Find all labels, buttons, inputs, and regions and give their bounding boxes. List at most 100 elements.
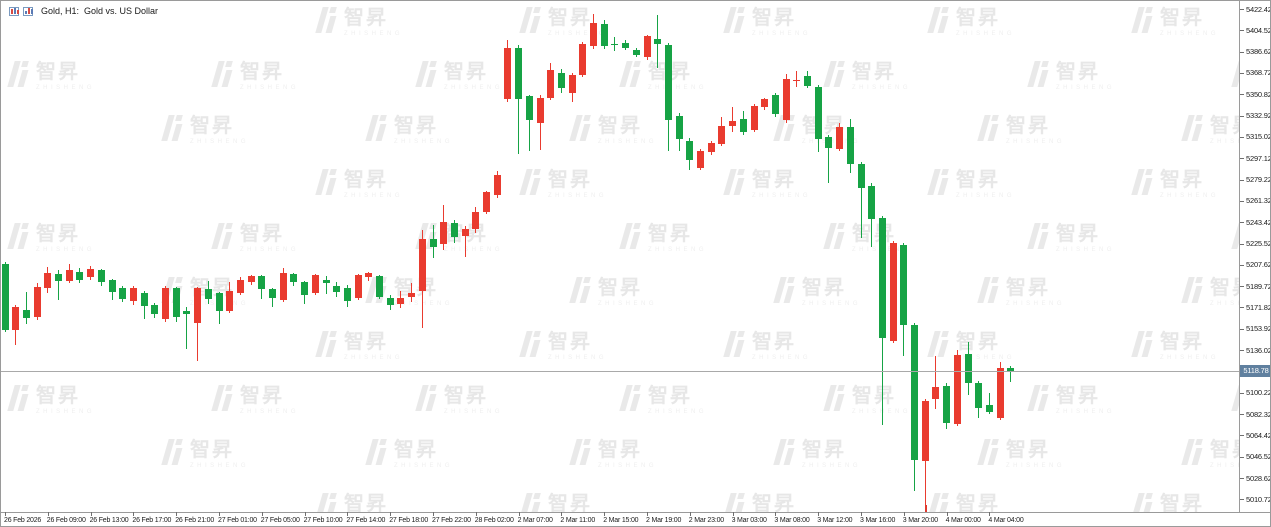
price-axis-label: 5207.62 xyxy=(1246,260,1271,270)
time-axis[interactable]: 26 Feb 2026 26 Feb 09:00 26 Feb 13:00 26 Fe… xyxy=(1,512,1270,526)
chart-document-icon[interactable] xyxy=(23,6,33,16)
time-tick xyxy=(604,512,606,516)
candle-body xyxy=(579,44,587,75)
time-axis-label: 2 Mar 19:00 xyxy=(646,517,682,524)
time-axis-label: 4 Mar 00:00 xyxy=(945,517,981,524)
time-tick xyxy=(946,512,948,516)
candle-body xyxy=(675,115,683,140)
price-tick xyxy=(1240,435,1244,437)
price-tick xyxy=(1240,115,1244,117)
time-tick xyxy=(347,512,349,516)
candle-body xyxy=(975,383,983,409)
time-axis-red-marker xyxy=(925,505,928,512)
candle-body xyxy=(622,42,630,48)
price-axis-label: 5297.12 xyxy=(1246,153,1271,163)
candle-body xyxy=(697,151,704,168)
candle-body xyxy=(825,136,833,148)
candle-body xyxy=(654,39,662,45)
candle-body xyxy=(408,292,416,297)
candle-body xyxy=(536,97,544,123)
candle-body xyxy=(878,217,886,339)
candlestick-chart-icon[interactable] xyxy=(9,6,19,16)
candle-body xyxy=(739,119,747,133)
time-axis-label: 3 Mar 03:00 xyxy=(731,517,767,524)
candle-body xyxy=(729,121,737,127)
time-tick xyxy=(732,512,734,516)
candle-wick xyxy=(539,95,541,151)
current-price-label: 5118.78 xyxy=(1240,365,1270,377)
price-tick xyxy=(1240,307,1244,309)
price-tick xyxy=(1240,243,1244,245)
candle-body xyxy=(290,273,298,283)
price-axis-label: 5368.72 xyxy=(1246,68,1271,78)
candle-body xyxy=(750,105,758,130)
candle-wick xyxy=(528,95,530,152)
price-axis-label: 5404.52 xyxy=(1246,25,1271,35)
time-axis-label: 26 Feb 2026 xyxy=(4,517,42,524)
candle-body xyxy=(172,288,180,317)
price-axis-label: 5189.72 xyxy=(1246,281,1271,291)
candle-body xyxy=(985,404,993,413)
price-tick xyxy=(1240,72,1244,74)
candle-body xyxy=(129,288,137,302)
time-tick xyxy=(261,512,263,516)
candle-body xyxy=(953,354,961,424)
candle-body xyxy=(376,276,383,297)
candle-body xyxy=(814,86,822,140)
candle-body xyxy=(33,287,41,317)
candle-wick xyxy=(796,71,798,87)
candle-body xyxy=(22,309,30,318)
candle-body xyxy=(793,79,801,81)
candle-body xyxy=(643,35,651,58)
candle-body xyxy=(525,96,533,121)
candle-body xyxy=(76,271,84,280)
candle-body xyxy=(911,325,918,460)
time-tick xyxy=(133,512,135,516)
chart-title: Gold, H1: Gold vs. US Dollar xyxy=(41,6,159,16)
candle-body xyxy=(568,75,576,93)
candle-body xyxy=(943,385,951,423)
candle-body xyxy=(547,70,555,98)
candle-wick xyxy=(860,161,862,239)
candles-plot[interactable] xyxy=(1,1,1239,512)
candle-wick xyxy=(411,283,413,303)
candle-body xyxy=(1007,368,1015,371)
time-axis-label: 28 Feb 02:00 xyxy=(474,517,514,524)
price-axis[interactable]: 5422.42 5404.52 5386.62 5368.72 5350.82 5332.… xyxy=(1239,1,1271,512)
time-axis-label: 27 Feb 10:00 xyxy=(303,517,343,524)
price-axis-label: 5100.22 xyxy=(1246,388,1271,398)
candle-body xyxy=(279,272,287,301)
time-tick xyxy=(433,512,434,516)
time-tick xyxy=(219,512,220,516)
time-tick xyxy=(989,512,991,516)
price-axis-label: 5046.52 xyxy=(1246,452,1271,462)
price-axis-label: 5422.42 xyxy=(1246,4,1271,14)
time-axis-label: 26 Feb 13:00 xyxy=(89,517,129,524)
price-tick xyxy=(1240,392,1244,394)
time-axis-label: 27 Feb 05:00 xyxy=(260,517,300,524)
time-axis-label: 27 Feb 01:00 xyxy=(218,517,257,524)
price-axis-label: 5279.22 xyxy=(1246,175,1271,185)
price-tick xyxy=(1240,286,1244,288)
time-tick xyxy=(90,512,92,516)
price-tick xyxy=(1240,9,1244,10)
time-axis-label: 3 Mar 12:00 xyxy=(817,517,853,524)
candle-body xyxy=(707,142,715,153)
price-axis-label: 5243.42 xyxy=(1246,217,1271,227)
candle-body xyxy=(504,47,512,99)
candle-body xyxy=(483,191,490,212)
candle-body xyxy=(493,175,501,196)
candle-body xyxy=(686,140,694,160)
price-axis-label: 5010.72 xyxy=(1246,494,1271,504)
price-tick xyxy=(1240,136,1244,138)
candle-wick xyxy=(518,45,520,154)
candle-body xyxy=(194,288,202,323)
candle-wick xyxy=(1010,365,1012,383)
candle-body xyxy=(87,269,95,278)
time-axis-label: 27 Feb 18:00 xyxy=(389,517,429,524)
candle-body xyxy=(868,185,876,220)
price-axis-label: 5028.62 xyxy=(1246,473,1271,483)
time-axis-label: 26 Feb 09:00 xyxy=(46,517,86,524)
time-tick xyxy=(176,512,178,516)
